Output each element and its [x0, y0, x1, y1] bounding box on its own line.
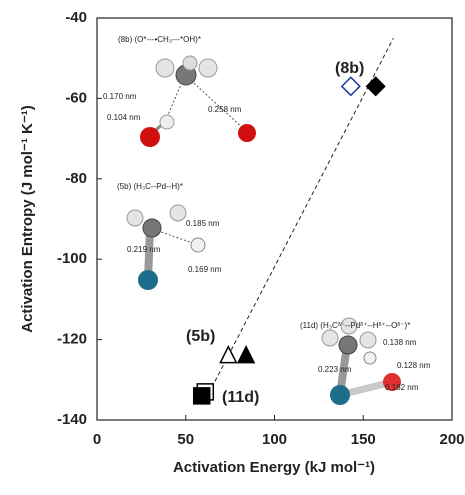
- distance-label: 0.170 nm: [103, 92, 137, 101]
- y-axis-label: Activation Entropy (J mol⁻¹ K⁻¹): [19, 105, 36, 333]
- y-tick-label: -40: [65, 9, 87, 26]
- y-tick-label: -80: [65, 170, 87, 187]
- inset-title: (5b) (H₃C--Pd--H)*: [117, 182, 183, 191]
- x-tick-label: 50: [177, 431, 194, 448]
- distance-label: 0.182 nm: [385, 383, 419, 392]
- molecule-11d: [321, 317, 401, 405]
- point: [365, 76, 386, 97]
- distance-label: 0.104 nm: [107, 113, 141, 122]
- x-tick-label: 0: [93, 431, 101, 448]
- y-tick-label: -100: [57, 250, 87, 267]
- distance-label: 0.138 nm: [383, 338, 417, 347]
- x-tick-label: 150: [351, 431, 376, 448]
- point: [236, 345, 256, 364]
- annotation: (11d): [222, 389, 259, 406]
- distance-label: 0.185 nm: [186, 219, 220, 228]
- point: [340, 76, 361, 97]
- inset-title: (11d) (H₃Cᵟ⁻--Pdᵟ⁺--Hᵟ⁺--Oᵟ⁻)*: [300, 321, 410, 330]
- point: [192, 387, 211, 405]
- y-tick-label: -120: [57, 331, 87, 348]
- x-tick-label: 100: [262, 431, 287, 448]
- x-axis-label: Activation Energy (kJ mol⁻¹): [173, 459, 375, 476]
- point: [219, 345, 238, 364]
- distance-label: 0.223 nm: [318, 365, 352, 374]
- annotation: (8b): [335, 60, 364, 77]
- y-tick-label: -140: [57, 411, 87, 428]
- molecule-8b: [140, 55, 256, 147]
- annotation: (5b): [186, 328, 215, 345]
- inset-title: (8b) (O*---•CH₃---*OH)*: [118, 35, 201, 44]
- molecule-5b: [126, 204, 206, 290]
- distance-label: 0.169 nm: [188, 265, 222, 274]
- x-tick-label: 200: [439, 431, 464, 448]
- trendline: [204, 37, 394, 401]
- distance-label: 0.258 nm: [208, 105, 242, 114]
- distance-label: 0.128 nm: [397, 361, 431, 370]
- y-tick-label: -60: [65, 89, 87, 106]
- distance-label: 0.219 nm: [127, 245, 161, 254]
